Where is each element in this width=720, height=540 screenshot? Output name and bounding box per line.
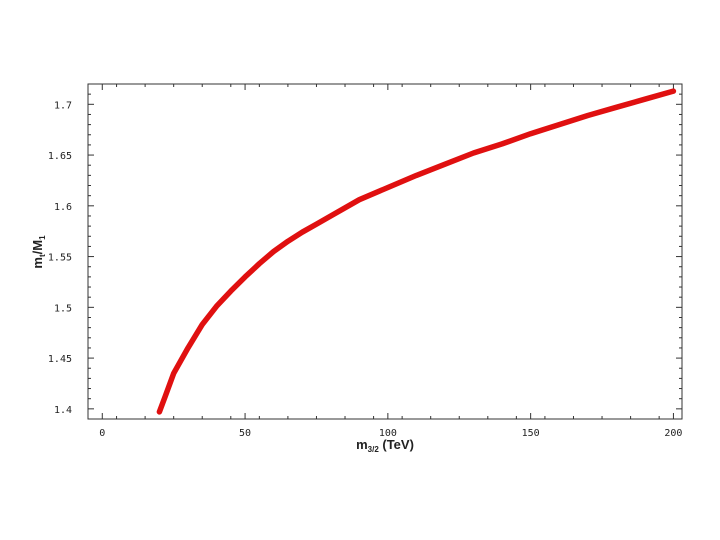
data-point [357, 197, 362, 202]
data-point [200, 322, 205, 327]
data-point [228, 289, 233, 294]
y-tick-label: 1.55 [48, 253, 72, 264]
data-point [243, 274, 248, 279]
y-tick-label: 1.6 [54, 202, 72, 213]
series-line [156, 88, 677, 415]
x-tick-label: 100 [379, 428, 397, 439]
data-point [442, 162, 447, 167]
data-point [642, 97, 647, 102]
y-axis-title-mid: /M [30, 240, 45, 254]
y-axis-title-sub: t [38, 254, 47, 257]
tick-labels: 0 50 100 150 200 1.4 1.45 1.5 1.55 1.6 1.65 1.7 [48, 100, 683, 439]
y-axis-title: mt/M1 [30, 235, 47, 269]
y-tick-label: 1.45 [48, 354, 72, 365]
data-point [271, 249, 276, 254]
data-point [328, 213, 333, 218]
data-point [285, 239, 290, 244]
x-tick-label: 200 [664, 428, 682, 439]
data-point [557, 122, 562, 127]
data-point [214, 304, 219, 309]
y-axis-title-main: m [30, 257, 45, 269]
data-point [314, 222, 319, 227]
y-tick-label: 1.65 [48, 151, 72, 162]
plot-frame [87, 83, 683, 420]
data-point [163, 394, 168, 399]
data-point [185, 345, 190, 350]
data-point [614, 105, 619, 110]
x-axis-title: m3/2 (TeV) [356, 437, 414, 454]
x-axis-title-sub: 3/2 [368, 445, 380, 454]
data-point [528, 131, 533, 136]
data-point [414, 173, 419, 178]
data-point [585, 113, 590, 118]
y-tick-label: 1.4 [54, 405, 72, 416]
y-tick-label: 1.7 [54, 100, 72, 111]
data-point [171, 371, 176, 376]
series-group [156, 88, 677, 415]
data-point [157, 409, 162, 414]
y-tick-label: 1.5 [54, 303, 72, 314]
data-point [257, 261, 262, 266]
x-tick-label: 150 [522, 428, 540, 439]
x-axis-title-unit: (TeV) [379, 437, 414, 452]
data-point [500, 141, 505, 146]
data-point [385, 185, 390, 190]
data-point [300, 230, 305, 235]
y-axis-title-sub2: 1 [38, 235, 47, 240]
data-point [471, 151, 476, 156]
data-point [671, 89, 676, 94]
x-tick-label: 0 [99, 428, 105, 439]
x-tick-label: 50 [239, 428, 251, 439]
x-axis-title-main: m [356, 437, 368, 452]
